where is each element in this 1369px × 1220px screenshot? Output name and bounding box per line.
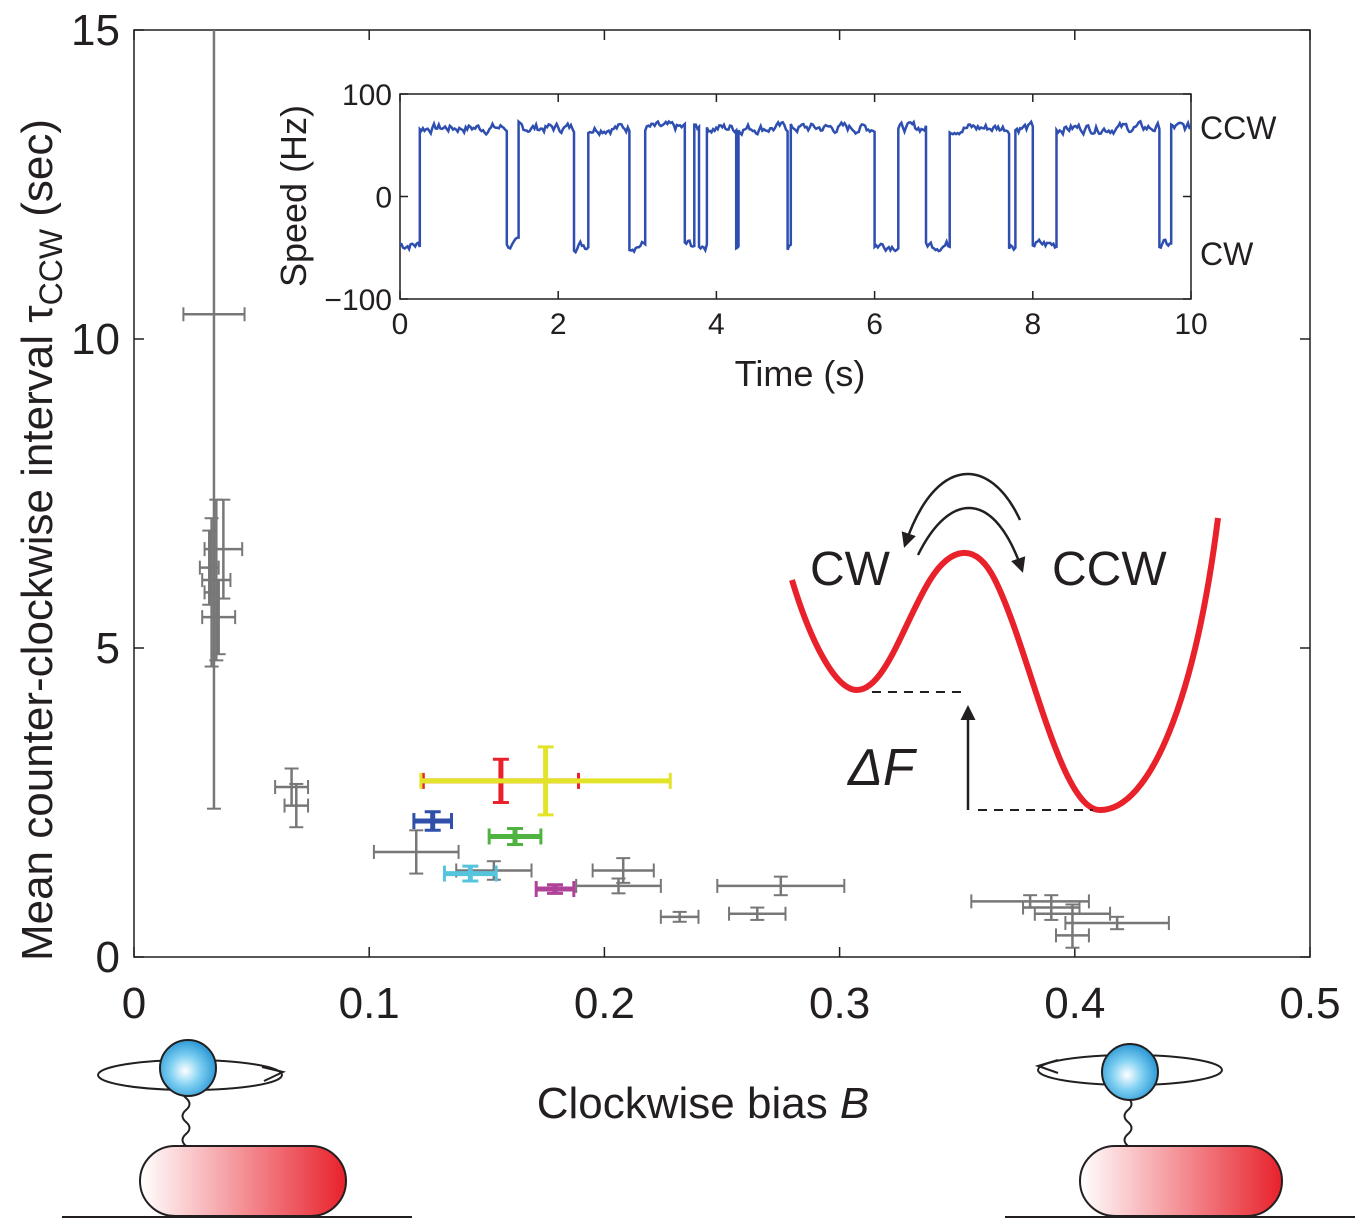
x-tick-label: 0.1 [339, 979, 400, 1028]
x-tick-label: 0.3 [809, 979, 870, 1028]
data-point [283, 782, 310, 829]
data-point [442, 864, 498, 883]
inset-right-label-cw: CW [1200, 236, 1254, 272]
energy-diagram: CW CCW ΔF [789, 472, 1221, 814]
data-point [487, 826, 543, 847]
data-point [372, 829, 460, 875]
right-bead [1101, 1043, 1159, 1101]
left-rotation-arrow-icon [261, 1066, 286, 1082]
inset-y-tick-label: 100 [342, 79, 392, 112]
energy-curve [789, 517, 1221, 814]
main-tick-labels: 0 0.1 0.2 0.3 0.4 0.5 0 5 10 15 [71, 6, 1341, 1028]
data-point [1022, 894, 1081, 921]
data-point [203, 498, 244, 600]
data-point [274, 767, 310, 807]
x-tick-label: 0.4 [1044, 979, 1105, 1028]
x-tick-label: 0.2 [574, 979, 635, 1028]
x-tick-label: 0 [122, 979, 146, 1028]
left-tether [181, 1085, 191, 1147]
x-tick-label: 0.5 [1279, 979, 1340, 1028]
data-point [412, 810, 454, 832]
delta-f-label: ΔF [846, 739, 918, 797]
data-point [1054, 922, 1090, 949]
well-label-cw: CW [810, 543, 891, 596]
data-point [659, 909, 700, 924]
inset-x-tick-label: 2 [550, 308, 567, 341]
well-label-ccw: CCW [1052, 543, 1167, 596]
data-point [201, 579, 237, 656]
main-plot-frame [133, 29, 1311, 958]
data-point [1064, 915, 1170, 931]
main-y-axis-label: Mean counter-clockwise interval τCCW (se… [13, 119, 69, 961]
left-cell-body [139, 1145, 347, 1217]
main-y-axis-label-unit: (sec) [13, 119, 62, 229]
right-rotation-arrow-icon [1034, 1059, 1059, 1074]
data-point [716, 875, 846, 897]
main-x-axis-label-main: Clockwise bias [537, 1079, 840, 1128]
main-y-axis-label-main: Mean counter-clockwise interval τ [13, 305, 62, 961]
main-x-axis-label: Clockwise bias B [537, 1079, 870, 1128]
data-point [455, 860, 533, 881]
data-point [182, 30, 246, 810]
inset-x-axis-label: Time (s) [735, 353, 866, 394]
left-cell-illustration [62, 1039, 412, 1218]
left-bead [159, 1039, 217, 1097]
main-x-axis-label-var: B [840, 1079, 869, 1128]
main-data-points [182, 30, 1170, 949]
inset-x-tick-label: 8 [1024, 308, 1041, 341]
main-y-axis-label-sub: CCW [33, 228, 69, 305]
speed-trace-line [399, 118, 1192, 255]
inset-x-tick-label: 0 [392, 308, 409, 341]
inset-y-axis-label: Speed (Hz) [273, 105, 314, 287]
data-point [534, 881, 576, 898]
data-point [728, 906, 787, 921]
right-cell-illustration [1005, 1043, 1355, 1218]
inset-x-tick-label: 10 [1174, 308, 1207, 341]
inset-x-tick-label: 4 [708, 308, 725, 341]
inset-y-tick-label: −100 [324, 284, 392, 317]
y-tick-label: 5 [96, 624, 120, 673]
data-point [419, 745, 672, 817]
y-tick-label: 15 [71, 6, 120, 55]
inset-x-tick-label: 6 [866, 308, 883, 341]
arrow-ccw-to-cw [901, 472, 1022, 548]
arrow-cw-to-ccw [916, 506, 1026, 573]
inset-right-label-ccw: CCW [1200, 110, 1277, 146]
y-tick-label: 10 [71, 315, 120, 364]
y-tick-label: 0 [96, 933, 120, 982]
data-point [575, 877, 662, 895]
right-cell-body [1079, 1145, 1283, 1217]
inset-y-tick-label: 0 [375, 182, 392, 215]
main-chart: 0 0.1 0.2 0.3 0.4 0.5 0 5 10 15 Mean counter-cloc… [13, 6, 1341, 1128]
inset-axis-ticks [399, 93, 1192, 300]
